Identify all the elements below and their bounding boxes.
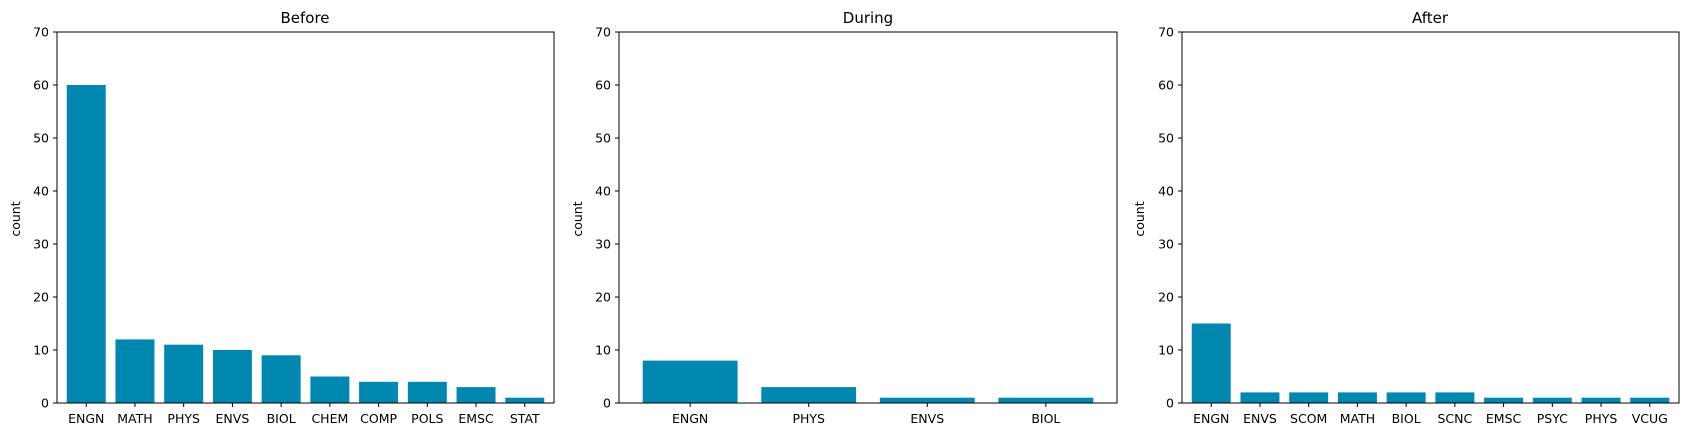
y-tick-label: 0 [603,396,611,411]
y-axis-label: count [570,201,585,236]
bar-chem [310,376,350,403]
y-tick-label: 40 [595,184,611,199]
bar-biol [998,397,1094,403]
bar-scom [1289,392,1329,403]
x-tick-label: ENGN [672,411,708,426]
y-axis-label: count [1132,201,1147,236]
x-tick-label: PSYC [1537,411,1568,426]
axes-frame [618,31,1118,404]
bar-phys [761,387,857,403]
y-tick-label: 40 [1158,184,1174,199]
bar-envs [879,397,975,403]
y-tick-label: 0 [1166,396,1174,411]
panel-title: After [1412,9,1449,27]
x-tick-label: MATH [1340,411,1375,426]
x-tick-label: STAT [510,411,540,426]
bars [1191,323,1670,403]
y-tick-label: 60 [1158,78,1174,93]
panel-title: During [843,9,893,27]
x-tick-label: EMSC [458,411,494,426]
bar-engn [66,85,106,403]
y-ticks: 0 10 20 30 40 50 60 70 [595,25,619,411]
bar-engn [1191,323,1231,403]
y-tick-label: 20 [1158,290,1174,305]
y-tick-label: 30 [1158,237,1174,252]
x-tick-label: ENVS [910,411,944,426]
bar-envs [212,350,252,403]
bar-pols [407,381,447,403]
x-tick-label: EMSC [1486,411,1522,426]
x-tick-label: BIOL [1392,411,1421,426]
panel-title: Before [280,9,329,27]
x-ticks: ENGN PHYS ENVS BIOL [672,403,1060,426]
bar-stat [505,397,545,403]
x-tick-label: ENGN [68,411,104,426]
panel-after: After count 0 10 20 30 40 50 60 70 ENGN ENVS SCOM… [1132,9,1680,426]
bar-scnc [1435,392,1475,403]
y-tick-label: 70 [1158,25,1174,40]
x-tick-label: POLS [411,411,443,426]
x-tick-label: SCNC [1437,411,1472,426]
x-tick-label: PHYS [1585,411,1618,426]
y-tick-label: 20 [33,290,49,305]
bar-comp [359,381,399,403]
axes-frame [1181,31,1680,404]
y-tick-label: 10 [1158,343,1174,358]
bar-math [1337,392,1377,403]
bar-biol [261,355,301,403]
x-tick-label: ENGN [1193,411,1229,426]
x-tick-label: COMP [360,411,397,426]
x-ticks: ENGN ENVS SCOM MATH BIOL SCNC EMSC PSYC PHYS VCUG [1193,403,1668,426]
x-tick-label: MATH [117,411,152,426]
panel-during: During count 0 10 20 30 40 50 60 70 ENGN PHYS ENV… [570,9,1118,426]
x-tick-label: CHEM [311,411,348,426]
y-tick-label: 40 [33,184,49,199]
bar-emsc [1484,397,1524,403]
x-tick-label: BIOL [267,411,296,426]
panel-before: Before count 0 10 20 30 40 50 60 70 ENGN MATH PHY… [8,9,555,426]
bar-phys [1581,397,1621,403]
x-tick-label: VCUG [1632,411,1668,426]
bar-emsc [456,387,496,403]
axes-frame [56,31,555,404]
x-tick-label: BIOL [1031,411,1060,426]
y-tick-label: 10 [595,343,611,358]
y-tick-label: 70 [595,25,611,40]
x-tick-label: ENVS [216,411,250,426]
bars [642,360,1094,403]
y-tick-label: 70 [33,25,49,40]
y-axis-label: count [8,201,23,236]
bar-psyc [1532,397,1572,403]
y-tick-label: 30 [595,237,611,252]
x-tick-label: SCOM [1290,411,1327,426]
bar-engn [642,360,738,403]
y-ticks: 0 10 20 30 40 50 60 70 [1158,25,1182,411]
x-tick-label: PHYS [167,411,200,426]
y-tick-label: 30 [33,237,49,252]
y-ticks: 0 10 20 30 40 50 60 70 [33,25,57,411]
bar-math [115,339,155,403]
y-tick-label: 0 [41,396,49,411]
x-tick-label: PHYS [792,411,825,426]
y-tick-label: 50 [1158,131,1174,146]
y-tick-label: 10 [33,343,49,358]
x-ticks: ENGN MATH PHYS ENVS BIOL CHEM COMP POLS EMSC STAT [68,403,540,426]
bar-biol [1386,392,1426,403]
bars [66,85,545,403]
y-tick-label: 60 [33,78,49,93]
bar-envs [1240,392,1280,403]
bar-vcug [1630,397,1670,403]
bar-phys [164,344,204,403]
y-tick-label: 50 [33,131,49,146]
y-tick-label: 20 [595,290,611,305]
y-tick-label: 60 [595,78,611,93]
y-tick-label: 50 [595,131,611,146]
x-tick-label: ENVS [1243,411,1277,426]
